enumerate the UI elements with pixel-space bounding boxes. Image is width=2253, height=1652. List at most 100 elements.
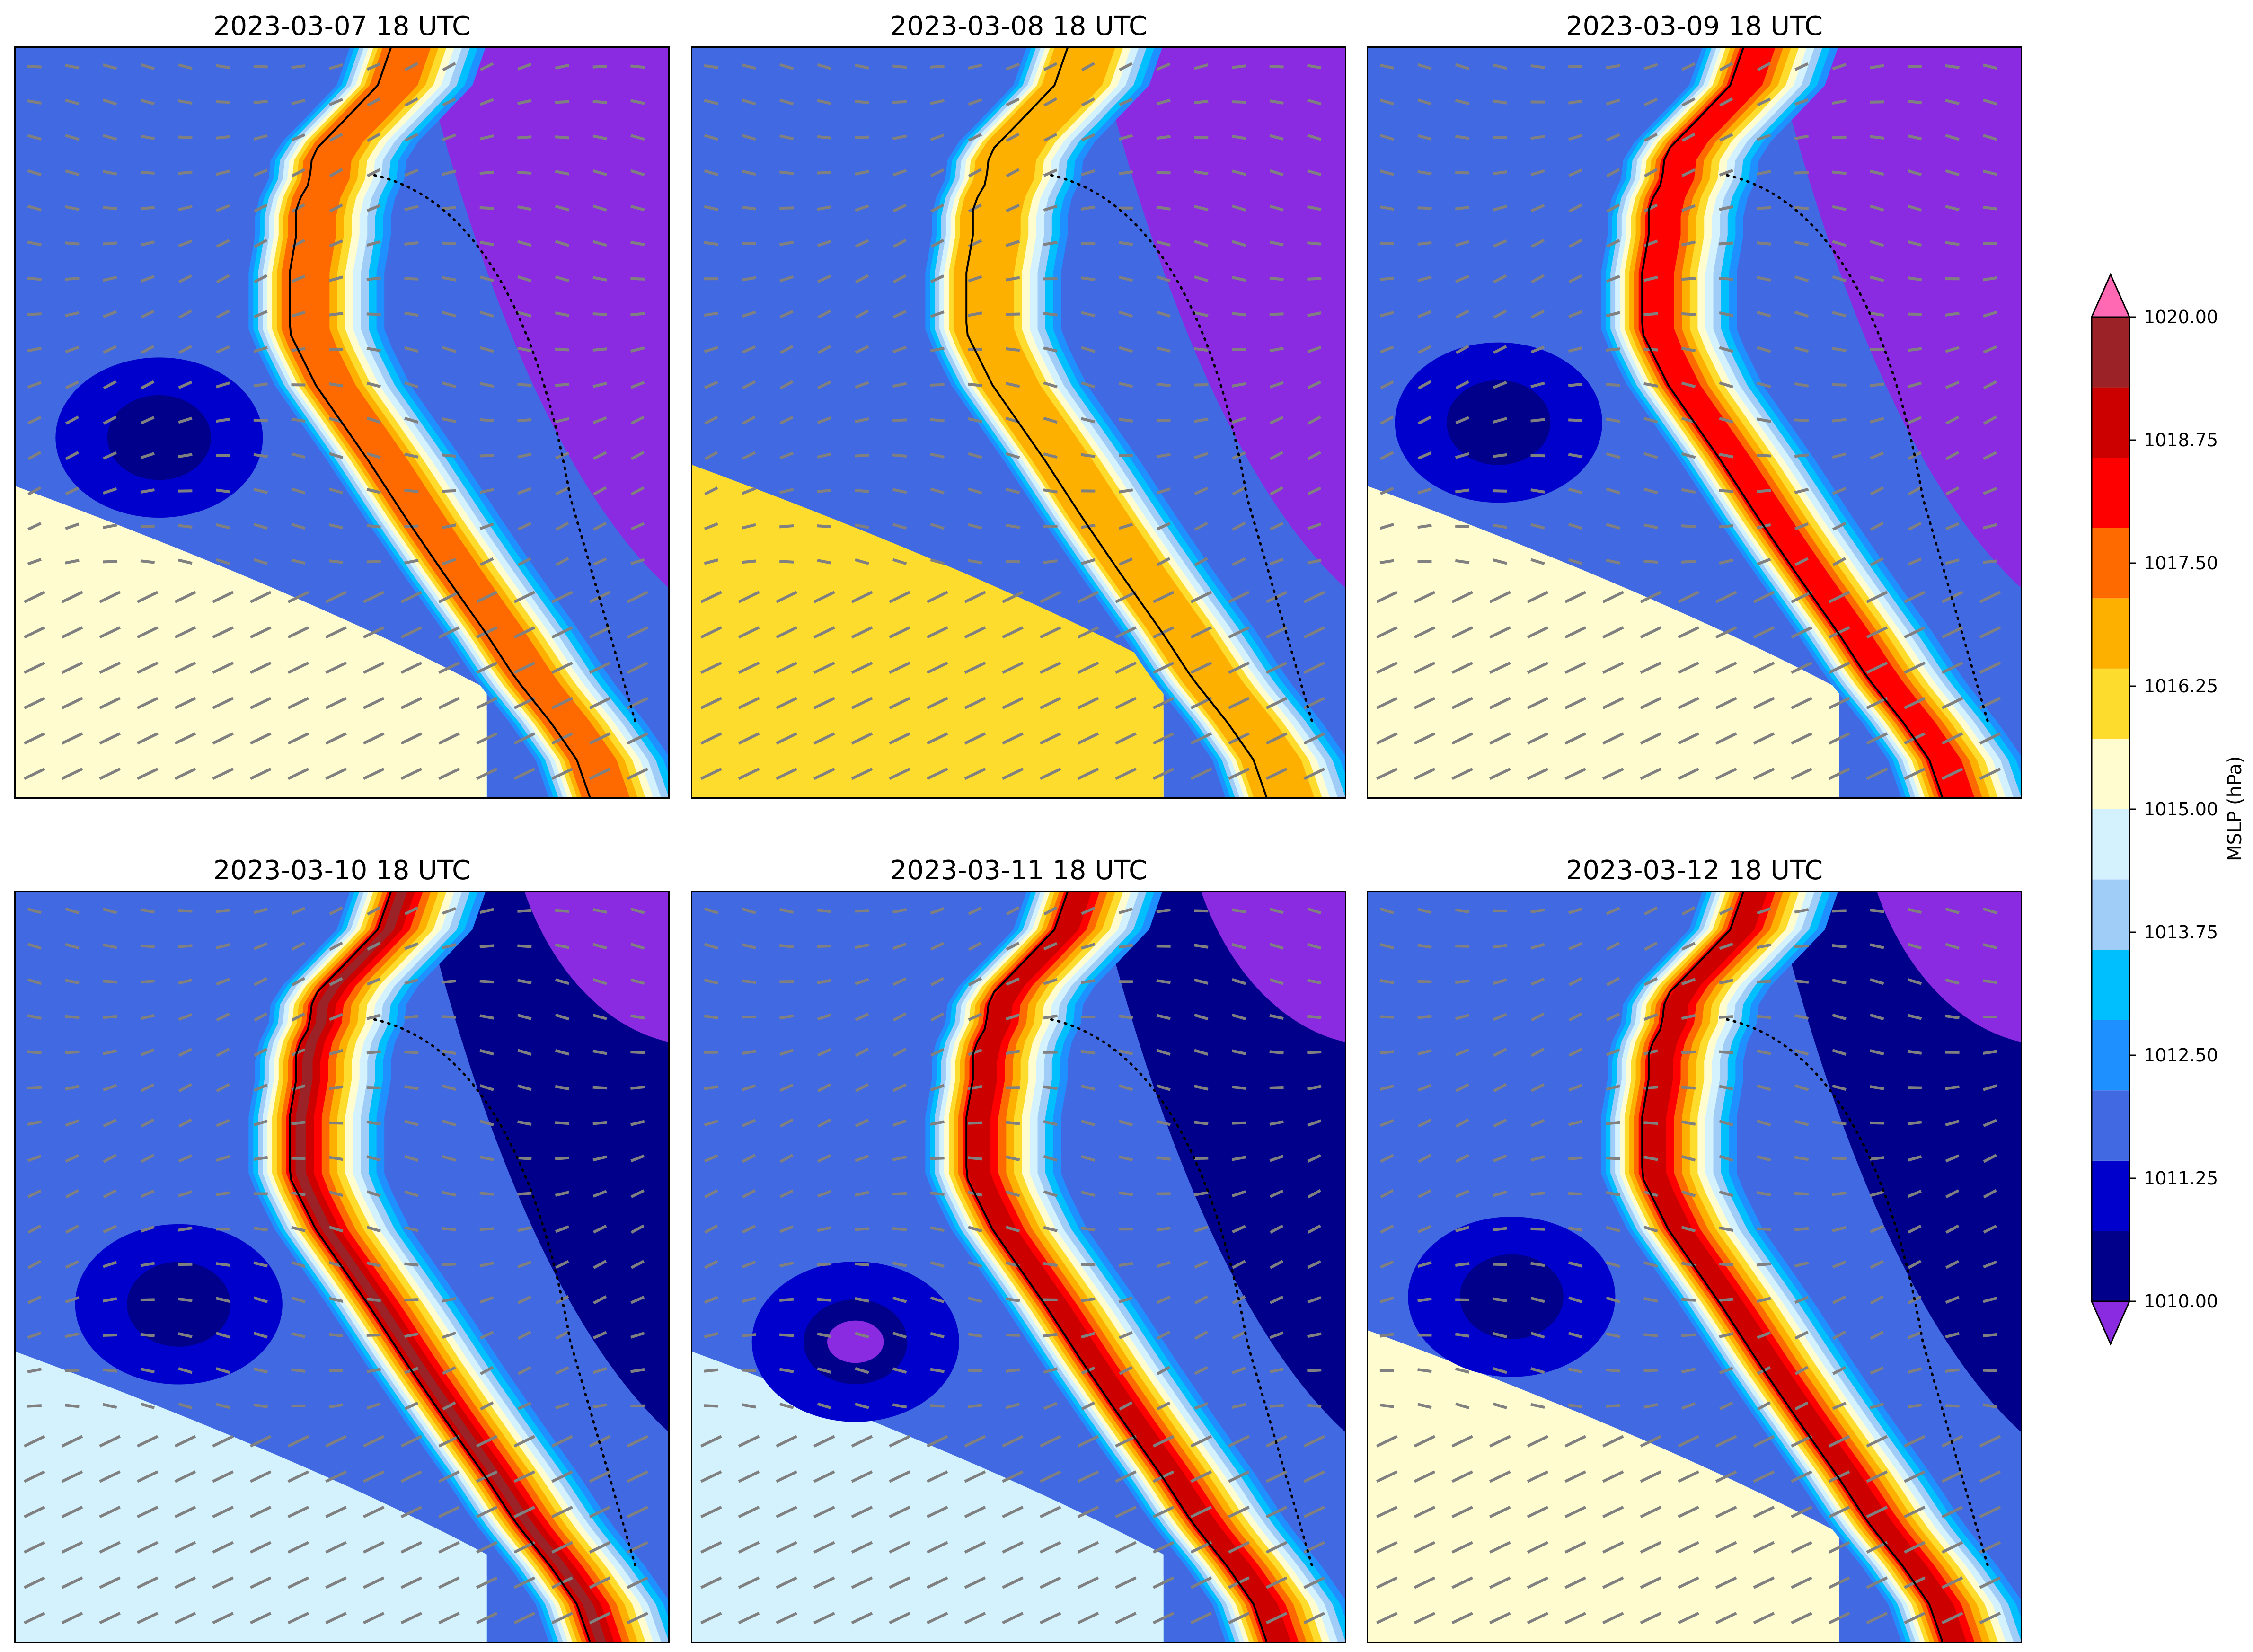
wind-arrow	[1489, 1576, 1511, 1589]
wind-arrow	[1081, 943, 1096, 950]
wind-arrow	[1417, 1049, 1432, 1056]
wind-arrow	[27, 1260, 42, 1269]
wind-arrow	[249, 661, 272, 674]
wind-arrow	[738, 768, 760, 780]
wind-arrow	[779, 1403, 794, 1409]
wind-arrow	[964, 661, 986, 674]
wind-arrow	[704, 907, 718, 915]
wind-arrow	[479, 980, 494, 984]
wind-arrow	[1115, 661, 1137, 674]
wind-arrow	[1530, 558, 1545, 565]
wind-arrow	[27, 943, 42, 950]
wind-arrow	[400, 697, 423, 709]
wind-arrow	[325, 1541, 347, 1554]
wind-arrow	[1941, 626, 1963, 639]
wind-arrow	[1380, 1224, 1394, 1234]
wind-arrow	[141, 309, 155, 319]
wind-arrow	[1907, 1086, 1922, 1089]
wind-arrow	[329, 1369, 344, 1372]
colorbar-segment	[2092, 1020, 2129, 1091]
wind-arrow	[738, 1505, 760, 1519]
wind-arrow	[1870, 135, 1884, 140]
wind-arrow	[700, 697, 722, 709]
wind-arrow	[555, 100, 570, 104]
wind-arrow	[1307, 1154, 1322, 1163]
wind-arrow	[1640, 1541, 1662, 1554]
wind-arrow	[1115, 1612, 1137, 1625]
wind-arrow	[1190, 591, 1212, 603]
wind-arrow	[61, 661, 83, 674]
wind-arrow	[404, 311, 419, 317]
wind-arrow	[1417, 908, 1432, 914]
wind-arrow	[1493, 453, 1507, 458]
wind-arrow	[1002, 732, 1024, 745]
wind-arrow	[178, 1332, 193, 1338]
wind-arrow	[1907, 978, 1922, 985]
wind-arrow	[926, 1612, 948, 1625]
wind-arrow	[1606, 1157, 1620, 1160]
wind-arrow	[1527, 1505, 1549, 1519]
wind-arrow	[1606, 1191, 1620, 1197]
wind-arrow	[212, 1576, 234, 1589]
wind-arrow	[1152, 626, 1175, 639]
wind-arrow	[1568, 942, 1582, 951]
wind-arrow	[174, 1435, 196, 1448]
wind-arrow	[1527, 626, 1549, 639]
wind-arrow	[813, 1541, 835, 1554]
wind-arrow	[328, 1049, 344, 1056]
wind-arrow	[1417, 1297, 1432, 1302]
wind-arrow	[476, 1576, 498, 1589]
wind-arrow	[178, 309, 192, 319]
wind-arrow	[212, 697, 234, 709]
wind-arrow	[1379, 943, 1395, 950]
coastal-ridge-band	[263, 48, 661, 797]
wind-arrow	[1870, 1260, 1884, 1269]
wind-arrow	[1983, 559, 1997, 564]
wind-arrow	[892, 1332, 907, 1339]
wind-arrow	[704, 134, 718, 141]
wind-arrow	[1307, 64, 1322, 70]
wind-arrow	[442, 558, 457, 565]
wind-arrow	[1190, 661, 1212, 674]
wind-arrow	[27, 1368, 42, 1374]
wind-arrow	[140, 63, 155, 71]
wind-arrow	[1081, 979, 1096, 984]
country-border	[1050, 1018, 1314, 1568]
wind-arrow	[103, 380, 117, 390]
wind-arrow	[1455, 309, 1469, 319]
wind-arrow	[889, 661, 910, 674]
wind-arrow	[1606, 347, 1620, 352]
wind-arrow	[291, 1368, 306, 1373]
wind-arrow	[1568, 1226, 1583, 1232]
wind-arrow	[1077, 1612, 1099, 1625]
wind-arrow	[1156, 1295, 1171, 1304]
wind-arrow	[892, 523, 907, 530]
wind-arrow	[592, 1403, 607, 1409]
wind-arrow	[1455, 1154, 1469, 1163]
wind-arrow	[1156, 240, 1171, 247]
wind-arrow	[1527, 1541, 1549, 1554]
wind-arrow	[1379, 1015, 1394, 1019]
wind-arrow	[1945, 522, 1960, 530]
wind-arrow	[1606, 1226, 1620, 1233]
wind-arrow	[1983, 1224, 1997, 1234]
wind-arrow	[1270, 451, 1284, 460]
wind-arrow	[1753, 1505, 1775, 1519]
wind-arrow	[1376, 1505, 1398, 1519]
wind-arrow	[1081, 1227, 1096, 1232]
panel-title: 2023-03-09 18 UTC	[1565, 11, 1823, 42]
wind-arrow	[65, 311, 80, 317]
wind-arrow	[926, 1470, 948, 1483]
wind-arrow	[1005, 487, 1020, 495]
wind-arrow	[742, 907, 756, 914]
wind-arrow	[892, 1155, 907, 1161]
wind-arrow	[480, 1401, 494, 1411]
wind-arrow	[551, 768, 573, 780]
wind-arrow	[1719, 1263, 1733, 1266]
colorbar-segment	[2092, 879, 2129, 950]
wind-arrow	[1156, 205, 1171, 211]
wind-arrow	[1156, 1401, 1171, 1411]
wind-arrow	[404, 381, 419, 389]
wind-arrow	[1945, 943, 1960, 950]
wind-arrow	[1376, 591, 1398, 603]
